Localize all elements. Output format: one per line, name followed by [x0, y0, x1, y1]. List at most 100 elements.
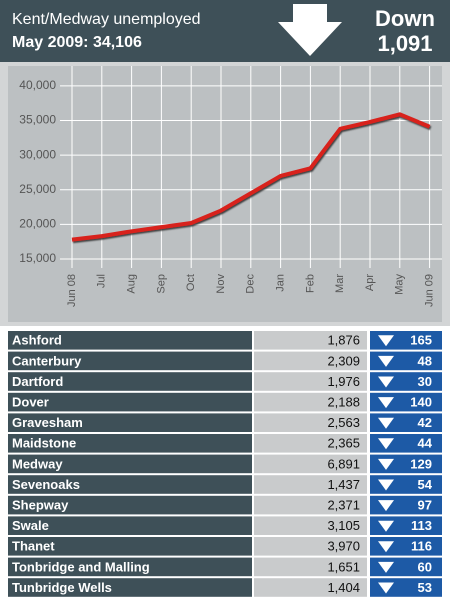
header-bg: [0, 0, 450, 62]
down-icon: [378, 397, 394, 409]
y-tick-label: 40,000: [19, 78, 56, 92]
value-cell: [254, 331, 367, 350]
value-cell: [254, 434, 367, 453]
area-name: Maidstone: [12, 436, 76, 451]
area-name: Sevenoaks: [12, 477, 80, 492]
value-cell: [254, 454, 367, 474]
area-change: 116: [411, 539, 432, 554]
area-value: 3,105: [327, 518, 360, 533]
area-value: 2,563: [327, 415, 360, 430]
area-name: Dover: [12, 395, 49, 410]
name-cell: [8, 351, 252, 371]
area-name: Tonbridge and Malling: [12, 559, 150, 574]
down-icon: [378, 335, 394, 347]
area-change: 48: [418, 353, 432, 368]
x-tick-label: Jun 09: [424, 274, 436, 307]
x-tick-label: Sep: [155, 274, 167, 294]
name-cell: [8, 372, 252, 391]
name-cell: [8, 537, 252, 556]
value-cell: [254, 351, 367, 371]
down-arrow: [278, 4, 342, 56]
name-cell: [8, 331, 252, 350]
x-tick-label: Jan: [275, 274, 287, 292]
name-cell: [8, 392, 252, 412]
name-cell: [8, 434, 252, 453]
area-change: 129: [410, 456, 432, 471]
area-value: 2,188: [327, 395, 360, 410]
down-icon: [378, 520, 394, 532]
down-icon: [378, 458, 394, 470]
down-icon: [378, 541, 394, 553]
header-title: Kent/Medway unemployed: [12, 11, 201, 28]
down-icon: [378, 500, 394, 512]
name-cell: [8, 578, 252, 597]
area-change: 30: [418, 374, 432, 389]
value-cell: [254, 372, 367, 391]
name-cell: [8, 475, 252, 494]
value-cell: [254, 413, 367, 432]
area-value: 2,371: [327, 498, 360, 513]
change-value: 1,091: [377, 31, 432, 56]
area-name: Gravesham: [12, 415, 83, 430]
area-name: Canterbury: [12, 353, 82, 368]
name-cell: [8, 413, 252, 432]
x-tick-label: Feb: [304, 274, 316, 293]
area-name: Tunbridge Wells: [12, 580, 112, 595]
area-change: 42: [418, 415, 432, 430]
area-name: Shepway: [12, 498, 69, 513]
area-value: 2,309: [327, 353, 360, 368]
change-label: Down: [375, 6, 435, 31]
area-change: 165: [410, 333, 432, 348]
y-tick-label: 15,000: [19, 251, 56, 265]
y-tick-label: 20,000: [19, 217, 56, 231]
y-tick-label: 35,000: [19, 113, 56, 127]
x-tick-label: Mar: [334, 274, 346, 293]
area-value: 1,404: [327, 580, 360, 595]
x-tick-label: Jul: [96, 274, 108, 288]
x-tick-label: Oct: [185, 274, 197, 291]
area-name: Ashford: [12, 333, 62, 348]
area-change: 113: [411, 518, 432, 533]
down-icon: [378, 582, 394, 594]
down-icon: [378, 376, 394, 388]
area-name: Swale: [12, 518, 49, 533]
name-cell: [8, 557, 252, 577]
down-icon: [378, 561, 394, 573]
area-change: 97: [418, 498, 432, 513]
area-value: 1,437: [327, 477, 360, 492]
name-cell: [8, 516, 252, 535]
down-icon: [378, 479, 394, 491]
area-change: 44: [418, 436, 433, 451]
line: [71, 112, 431, 242]
area-value: 6,891: [327, 456, 360, 471]
x-tick-label: Nov: [215, 274, 227, 294]
x-tick-label: Dec: [245, 274, 257, 294]
value-cell: [254, 475, 367, 494]
value-cell: [254, 557, 367, 577]
value-cell: [254, 495, 367, 515]
value-cell: [254, 578, 367, 597]
x-tick-label: Apr: [364, 274, 376, 291]
x-tick-label: Aug: [126, 274, 138, 294]
down-icon: [378, 355, 394, 367]
area-name: Dartford: [12, 374, 63, 389]
area-value: 1,876: [327, 333, 360, 348]
area-value: 1,651: [327, 559, 360, 574]
area-name: Medway: [12, 456, 63, 471]
x-tick-label: May: [394, 274, 406, 295]
area-value: 1,976: [327, 374, 360, 389]
name-cell: [8, 454, 252, 474]
name-cell: [8, 495, 252, 515]
area-change: 60: [418, 559, 432, 574]
down-icon: [378, 438, 394, 450]
value-cell: [254, 516, 367, 535]
value-cell: [254, 537, 367, 556]
area-value: 2,365: [327, 436, 360, 451]
header-subtitle: May 2009: 34,106: [12, 34, 142, 51]
value-cell: [254, 392, 367, 412]
area-change: 140: [410, 395, 432, 410]
y-tick-label: 30,000: [19, 147, 56, 161]
area-change: 54: [418, 477, 433, 492]
down-icon: [378, 417, 394, 429]
